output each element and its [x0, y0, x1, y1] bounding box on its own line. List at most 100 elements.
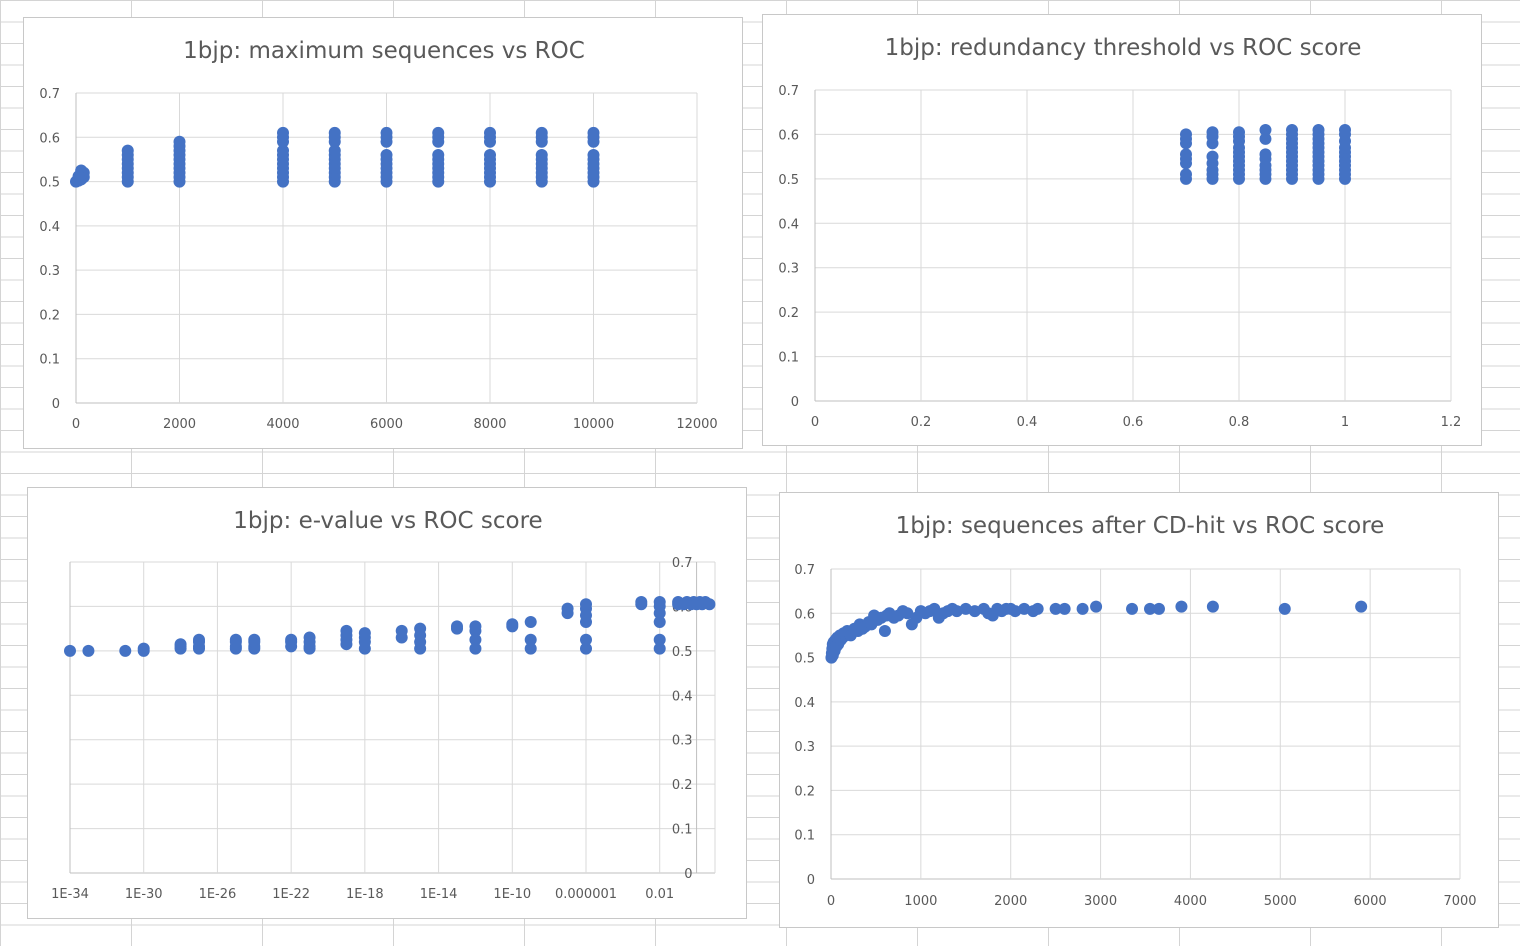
- x-tick-label: 1E-14: [420, 887, 458, 902]
- chart-sequences-after-cdhit[interactable]: 1bjp: sequences after CD-hit vs ROC scor…: [779, 492, 1499, 928]
- y-tick-label: 0.1: [39, 353, 60, 368]
- data-point: [968, 605, 981, 618]
- y-tick-label: 0.4: [672, 689, 693, 704]
- chart-max-sequences[interactable]: 1bjp: maximum sequences vs ROC 0 0.1 0.2 0.3…: [23, 17, 743, 449]
- data-point: [580, 598, 592, 611]
- data-point: [959, 602, 972, 615]
- data-point: [469, 620, 482, 633]
- data-point: [1180, 148, 1192, 161]
- data-point: [1076, 602, 1089, 615]
- y-tick-label: 0: [791, 395, 799, 410]
- data-point: [277, 144, 289, 157]
- x-tick-label: 1E-26: [199, 887, 237, 902]
- data-point: [432, 149, 445, 161]
- x-tick-label: 2000: [163, 417, 196, 432]
- data-point: [1180, 168, 1192, 181]
- data-point: [653, 595, 666, 608]
- data-point: [285, 633, 298, 646]
- data-point: [414, 622, 427, 635]
- data-point: [119, 644, 132, 657]
- data-point: [229, 633, 242, 646]
- y-tick-label: 0.6: [794, 607, 815, 622]
- y-tick-label: 0.7: [672, 556, 693, 571]
- data-point: [1259, 132, 1272, 145]
- x-tick-label: 0.000001: [555, 887, 617, 902]
- data-point: [1018, 602, 1031, 615]
- x-tick-label: 1E-22: [272, 887, 310, 902]
- data-point: [506, 618, 519, 631]
- data-point: [248, 633, 261, 646]
- y-tick-label: 0.5: [778, 173, 799, 188]
- data-point: [1355, 600, 1368, 613]
- data-point: [878, 625, 891, 637]
- x-tick-label: 0.2: [911, 415, 932, 430]
- chart-title: 1bjp: redundancy threshold vs ROC score: [885, 35, 1362, 61]
- data-point: [1259, 123, 1272, 136]
- data-point: [64, 644, 76, 657]
- y-tick-label: 0: [52, 397, 60, 412]
- data-point: [380, 126, 393, 139]
- chart-redundancy-threshold[interactable]: 1bjp: redundancy threshold vs ROC score 0…: [762, 14, 1482, 446]
- y-tick-label: 0.5: [672, 645, 693, 660]
- data-point: [928, 602, 941, 615]
- data-point: [469, 633, 482, 646]
- data-point: [635, 595, 648, 608]
- data-point: [535, 149, 548, 161]
- x-tick-label: 1E-34: [51, 887, 89, 902]
- y-tick-label: 0.6: [39, 131, 60, 146]
- x-tick-label: 4000: [266, 417, 299, 432]
- data-point: [1031, 602, 1044, 615]
- data-point: [587, 149, 600, 161]
- y-tick-label: 0.7: [778, 84, 799, 99]
- chart-title: 1bjp: sequences after CD-hit vs ROC scor…: [896, 513, 1385, 539]
- data-point: [1278, 602, 1291, 615]
- x-tick-label: 0: [72, 417, 80, 432]
- data-point: [277, 126, 289, 139]
- data-point: [137, 642, 150, 655]
- chart-e-value[interactable]: 1bjp: e-value vs ROC score 0 0.1 0.2 0.3 0.4 0…: [27, 487, 747, 919]
- y-tick-label: 0.2: [778, 306, 799, 321]
- y-tick-label: 0.2: [39, 308, 60, 323]
- y-tick-label: 0.3: [794, 740, 815, 755]
- y-tick-label: 0.4: [778, 217, 799, 232]
- data-point: [1143, 602, 1156, 615]
- data-point: [1180, 128, 1192, 141]
- y-tick-label: 0.1: [672, 823, 693, 838]
- y-tick-label: 0.5: [794, 652, 815, 667]
- x-tick-label: 2000: [994, 894, 1027, 909]
- x-tick-label: 0.6: [1123, 415, 1144, 430]
- y-tick-label: 0.4: [794, 696, 815, 711]
- data-point: [395, 624, 408, 637]
- data-point: [1049, 602, 1062, 615]
- x-tick-label: 3000: [1084, 894, 1117, 909]
- data-point: [358, 627, 371, 640]
- chart-svg: 1bjp: e-value vs ROC score 0 0.1 0.2 0.3 0.4 0…: [51, 508, 716, 902]
- x-tick-label: 1: [1341, 415, 1349, 430]
- x-tick-label: 10000: [573, 417, 614, 432]
- data-point: [82, 644, 95, 657]
- data-point: [484, 149, 496, 161]
- data-point: [328, 144, 341, 157]
- x-tick-label: 6000: [1354, 894, 1387, 909]
- y-tick-label: 0.7: [794, 563, 815, 578]
- y-tick-label: 0.5: [39, 176, 60, 191]
- data-point: [901, 607, 914, 620]
- data-point: [451, 620, 463, 633]
- x-tick-label: 5000: [1264, 894, 1297, 909]
- data-point: [1058, 602, 1071, 615]
- data-point: [1312, 123, 1325, 136]
- x-tick-label: 0.4: [1017, 415, 1038, 430]
- x-tick-label: 6000: [370, 417, 403, 432]
- data-point: [1175, 600, 1188, 613]
- data-point: [340, 624, 353, 637]
- data-point: [587, 126, 600, 139]
- x-tick-label: 0.01: [645, 887, 674, 902]
- x-tick-label: 0: [827, 894, 835, 909]
- y-tick-label: 0.3: [39, 264, 60, 279]
- y-tick-label: 0: [807, 873, 815, 888]
- y-tick-label: 0.3: [778, 262, 799, 277]
- data-point: [653, 615, 666, 628]
- data-point: [653, 642, 666, 655]
- data-point: [328, 126, 341, 139]
- data-point: [1206, 126, 1219, 139]
